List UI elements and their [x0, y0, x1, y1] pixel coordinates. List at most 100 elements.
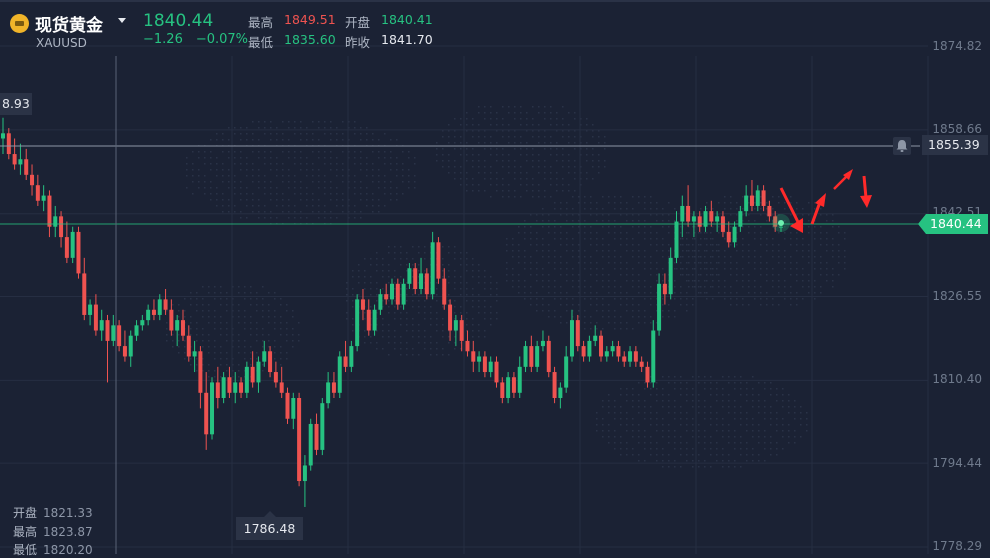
map-dot [808, 214, 810, 216]
map-dot [400, 288, 402, 290]
map-dot [442, 130, 444, 132]
map-dot [632, 250, 634, 252]
map-dot [602, 214, 604, 216]
map-dot [378, 151, 380, 153]
candle-body [221, 377, 226, 398]
map-dot [274, 328, 276, 330]
map-dot [692, 214, 694, 216]
map-dot [234, 127, 236, 129]
map-dot [172, 334, 174, 336]
map-dot [466, 160, 468, 162]
map-dot [698, 226, 700, 228]
map-dot [644, 262, 646, 264]
map-dot [244, 310, 246, 312]
map-dot [638, 196, 640, 198]
map-dot [524, 292, 526, 294]
map-dot [270, 121, 272, 123]
map-dot [396, 139, 398, 141]
map-dot [216, 199, 218, 201]
map-dot [370, 282, 372, 284]
map-dot [772, 280, 774, 282]
map-dot [226, 352, 228, 354]
map-dot [472, 324, 474, 326]
map-dot [626, 418, 628, 420]
map-dot [680, 412, 682, 414]
map-dot [348, 121, 350, 123]
map-dot [584, 250, 586, 252]
map-dot [578, 310, 580, 312]
map-dot [536, 274, 538, 276]
map-dot [680, 394, 682, 396]
map-dot [502, 184, 504, 186]
map-dot [406, 318, 408, 320]
map-dot [262, 370, 264, 372]
map-dot [496, 160, 498, 162]
map-dot [282, 163, 284, 165]
map-dot [710, 274, 712, 276]
map-dot [712, 208, 714, 210]
map-dot [838, 244, 840, 246]
map-dot [418, 276, 420, 278]
map-dot [572, 298, 574, 300]
map-dot [172, 340, 174, 342]
map-dot [220, 358, 222, 360]
map-dot [226, 364, 228, 366]
alert-price-tag[interactable]: 1855.39 [922, 135, 988, 155]
map-dot [190, 334, 192, 336]
map-dot [572, 226, 574, 228]
map-dot [668, 226, 670, 228]
map-dot [288, 151, 290, 153]
map-dot [832, 280, 834, 282]
map-dot [716, 262, 718, 264]
map-dot [568, 172, 570, 174]
candle-body [453, 320, 458, 331]
map-dot [490, 318, 492, 320]
instrument-name[interactable]: 现货黄金 [35, 16, 103, 36]
map-dot [276, 217, 278, 219]
candle-body [715, 216, 720, 222]
map-dot [644, 280, 646, 282]
candle-body [506, 377, 511, 398]
map-dot [244, 322, 246, 324]
map-dot [336, 133, 338, 135]
map-dot [478, 282, 480, 284]
map-dot [704, 448, 706, 450]
map-dot [776, 448, 778, 450]
map-dot [530, 256, 532, 258]
map-dot [796, 244, 798, 246]
map-dot [518, 232, 520, 234]
map-dot [650, 238, 652, 240]
map-dot [208, 292, 210, 294]
map-dot [484, 160, 486, 162]
map-dot [312, 139, 314, 141]
map-dot [580, 136, 582, 138]
map-dot [800, 412, 802, 414]
map-dot [484, 142, 486, 144]
map-dot [406, 252, 408, 254]
map-dot [220, 364, 222, 366]
map-dot [638, 244, 640, 246]
map-dot [318, 181, 320, 183]
map-dot [436, 354, 438, 356]
map-dot [496, 190, 498, 192]
caret-down-icon[interactable] [118, 18, 126, 23]
map-dot [448, 154, 450, 156]
map-dot [520, 166, 522, 168]
map-dot [548, 244, 550, 246]
low-value: 1835.60 [284, 32, 336, 47]
map-dot [502, 148, 504, 150]
map-dot [466, 264, 468, 266]
map-dot [414, 187, 416, 189]
candle-body [366, 309, 371, 331]
map-dot [378, 187, 380, 189]
map-dot [626, 214, 628, 216]
candle-body [482, 356, 487, 373]
map-dot [728, 436, 730, 438]
map-dot [758, 430, 760, 432]
map-dot [246, 127, 248, 129]
map-dot [430, 312, 432, 314]
bell-icon[interactable] [893, 137, 911, 155]
map-dot [222, 205, 224, 207]
map-dot [674, 388, 676, 390]
